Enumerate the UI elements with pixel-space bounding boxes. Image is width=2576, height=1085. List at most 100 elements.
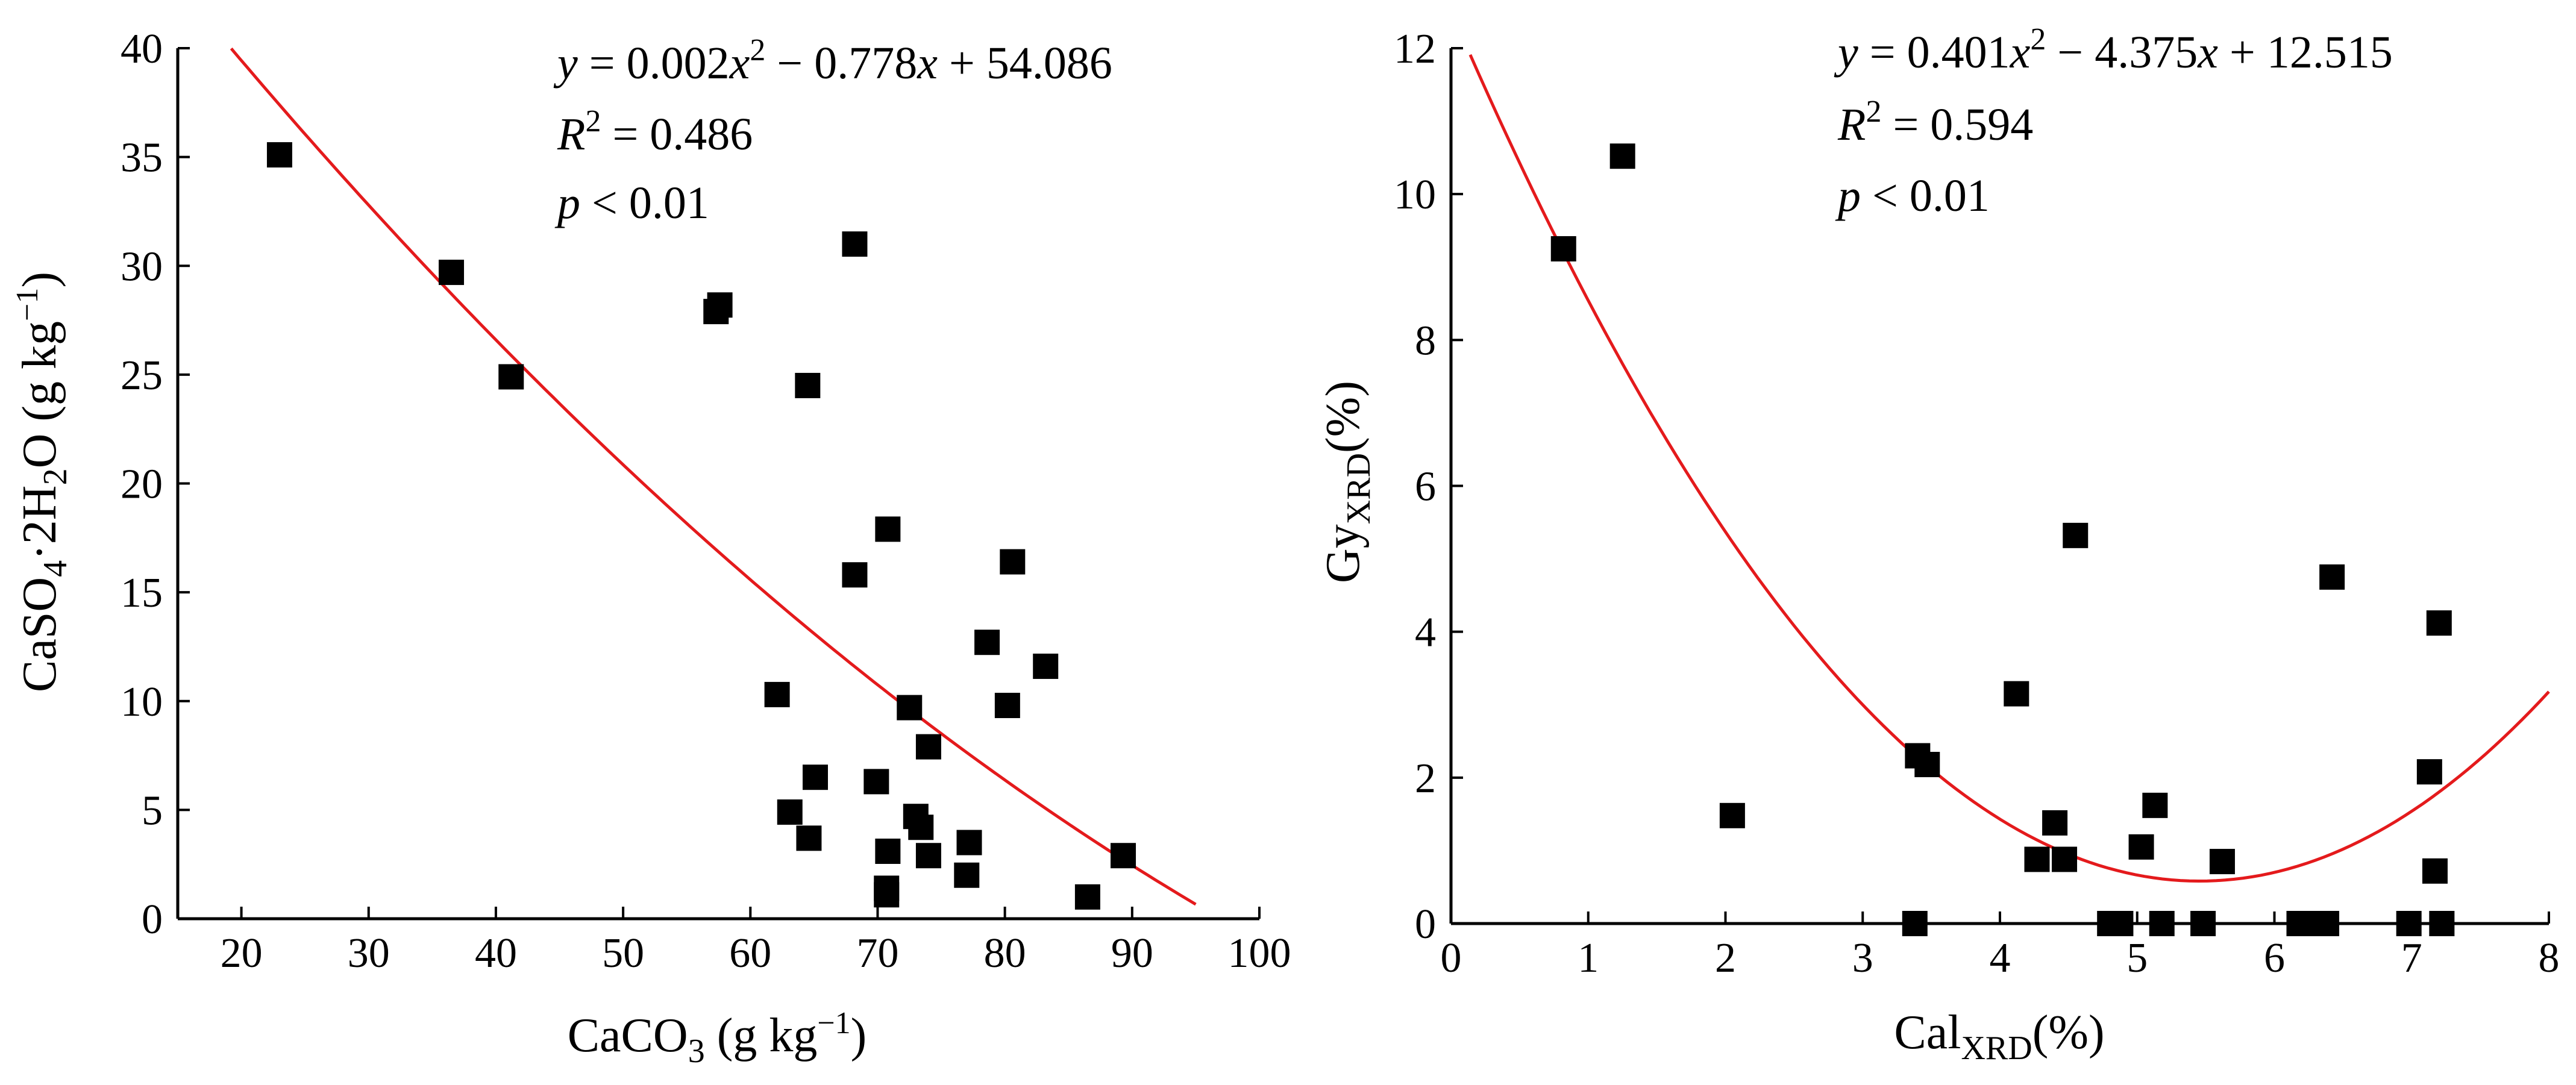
left-x-tick-label: 40 (475, 930, 517, 977)
left-y-tick-label: 15 (121, 570, 163, 616)
left-data-point (1074, 884, 1100, 910)
left-data-point (875, 839, 901, 865)
left-data-point (956, 830, 982, 855)
right-x-tick-label: 0 (1441, 935, 1462, 981)
left-data-point (1000, 549, 1026, 575)
right-data-point (1914, 752, 1940, 778)
right-data-point (1902, 911, 1928, 936)
right-data-point (2396, 911, 2422, 936)
left-p-value: p < 0.01 (554, 178, 709, 228)
left-y-tick-label: 25 (121, 352, 163, 399)
right-x-tick-label: 3 (1852, 935, 1873, 981)
left-data-point (439, 260, 465, 286)
left-data-point (796, 825, 822, 851)
left-data-point (802, 765, 828, 790)
left-data-point (994, 692, 1020, 718)
right-data-point (2319, 564, 2345, 590)
left-data-point (842, 231, 868, 257)
right-y-tick-label: 2 (1415, 755, 1436, 802)
left-r-squared: R2 = 0.486 (557, 104, 753, 160)
left-data-point (707, 292, 733, 318)
left-data-point (498, 364, 524, 390)
left-data-point (1033, 653, 1059, 679)
right-y-tick-label: 0 (1415, 901, 1436, 948)
left-data-point (954, 862, 980, 888)
right-data-point (2426, 610, 2452, 636)
right-y-tick-label: 10 (1394, 172, 1436, 218)
left-data-point (266, 142, 292, 168)
left-axis-ticks: 20 30 40 50 60 70 80 90 100 0 5 10 15 20 25 30 35 40 (121, 26, 1291, 977)
left-x-axis-title: CaCO3 (g kg−1) (568, 1006, 867, 1070)
left-data-point (764, 681, 790, 707)
left-points (266, 142, 1136, 910)
right-y-tick-label: 12 (1394, 26, 1436, 72)
left-data-point (795, 372, 821, 398)
right-x-tick-label: 1 (1578, 935, 1599, 981)
right-data-point (2149, 911, 2175, 936)
left-y-tick-label: 40 (121, 26, 163, 72)
right-data-point (2004, 681, 2029, 707)
left-x-tick-label: 100 (1228, 930, 1291, 977)
left-x-tick-label: 70 (856, 930, 898, 977)
left-fit-curve (230, 47, 1197, 906)
right-points (1550, 143, 2455, 936)
right-data-point (2042, 810, 2068, 836)
right-data-point (2128, 834, 2154, 860)
left-data-point (863, 769, 889, 795)
right-data-point (2024, 846, 2050, 872)
left-data-point (842, 562, 868, 588)
right-data-point (1609, 143, 1635, 169)
left-y-tick-label: 0 (142, 896, 163, 943)
right-y-tick-label: 4 (1415, 610, 1436, 656)
right-r-squared: R2 = 0.594 (1837, 95, 2033, 150)
right-data-point (2052, 846, 2078, 872)
left-data-point (897, 695, 923, 721)
right-x-tick-label: 6 (2264, 935, 2285, 981)
left-y-tick-label: 35 (121, 135, 163, 181)
left-data-point (777, 799, 803, 825)
right-y-axis-title: GyXRD(%) (1317, 381, 1377, 583)
right-data-point (2416, 759, 2442, 785)
right-data-point (2314, 911, 2340, 936)
right-data-point (2142, 792, 2168, 818)
right-data-point (1550, 236, 1576, 261)
right-data-point (2190, 911, 2216, 936)
right-data-point (2429, 911, 2455, 936)
left-x-tick-label: 90 (1111, 930, 1153, 977)
left-equation: y = 0.002x2 − 0.778x + 54.086 (553, 33, 1112, 89)
left-data-point (874, 882, 900, 908)
right-y-tick-label: 8 (1415, 317, 1436, 364)
right-data-point (2063, 522, 2089, 548)
left-data-point (915, 734, 941, 760)
left-data-point (915, 843, 941, 869)
right-p-value: p < 0.01 (1835, 170, 1990, 221)
right-data-point (1719, 802, 1745, 828)
right-y-tick-label: 6 (1415, 464, 1436, 510)
left-data-point (908, 815, 934, 840)
right-x-tick-label: 5 (2126, 935, 2148, 981)
left-x-tick-label: 20 (221, 930, 263, 977)
left-x-tick-label: 80 (984, 930, 1026, 977)
right-x-tick-label: 4 (1990, 935, 2011, 981)
right-x-tick-label: 2 (1715, 935, 1736, 981)
left-y-tick-label: 5 (142, 787, 163, 834)
right-equation: y = 0.401x2 − 4.375x + 12.515 (1834, 22, 2393, 78)
left-x-tick-label: 60 (729, 930, 771, 977)
left-data-point (875, 516, 901, 542)
left-y-tick-label: 30 (121, 243, 163, 290)
left-data-point (1111, 843, 1136, 869)
left-data-point (974, 630, 1000, 655)
left-y-tick-label: 10 (121, 679, 163, 725)
right-data-point (2209, 849, 2235, 875)
right-fit-curve (1468, 54, 2550, 883)
left-y-axis-title: CaSO4·2H2O (g kg−1) (10, 272, 74, 692)
right-x-axis-title: CalXRD(%) (1894, 1006, 2104, 1067)
left-y-tick-label: 20 (121, 461, 163, 508)
right-data-point (2108, 911, 2134, 936)
right-x-tick-label: 8 (2539, 935, 2560, 981)
right-x-tick-label: 7 (2401, 935, 2422, 981)
left-x-tick-label: 50 (602, 930, 644, 977)
